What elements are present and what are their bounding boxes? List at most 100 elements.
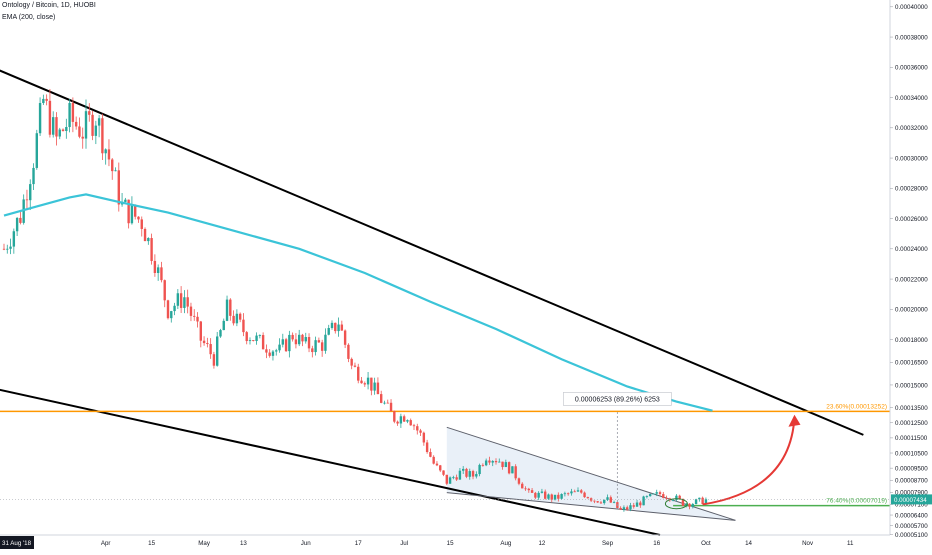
fib-level-label-0: 23.60%(0.00013252) [826,403,887,410]
candle-body [662,494,665,498]
candle-body [166,300,170,319]
candle-body [540,491,544,493]
candle-body [298,334,301,345]
candle-body [340,324,344,331]
candle-body [271,351,275,356]
x-tick-label: 15 [148,540,155,547]
y-tick-label: 0.00015000 [895,382,928,389]
candle-body [15,217,19,232]
candle-body [645,496,649,497]
candle-body [38,103,42,134]
candle-body [586,497,590,499]
candle-body [563,493,567,495]
candle-body [343,330,347,345]
triangle-bottom-line [446,492,736,521]
candle-body [639,502,642,506]
candle-body [652,493,655,495]
candle-body [216,336,219,366]
y-tick-label: 0.00040000 [895,4,928,11]
candle-body [320,342,324,351]
candle-body [366,377,370,385]
ema-200-line [3,193,713,412]
candle-body [71,103,75,122]
candle-body [130,204,134,224]
candle-body [432,456,435,464]
candle-body [294,339,298,345]
candle-body [622,507,626,510]
candle-body [458,470,462,480]
candle-body [176,293,180,306]
candle-body [114,170,117,172]
candle-body [265,349,268,353]
x-tick-label: May [198,540,211,547]
candle-body [330,322,334,328]
candle-body [219,330,222,337]
candle-body [448,477,452,484]
candle-body [143,228,147,242]
candle-body [153,260,157,273]
candle-body [648,493,652,497]
candle-body [179,293,183,308]
candle-body [501,461,504,468]
candle-body [455,477,458,480]
candle-body [88,111,91,115]
y-tick-label: 0.00036000 [895,65,928,72]
candle-body [478,464,481,475]
candle-body [124,199,127,202]
candle-body [655,492,658,494]
candle-body [48,100,52,135]
x-tick-label: Nov [802,540,814,547]
candle-body [245,332,248,342]
y-tick-label: 0.00034000 [895,95,928,102]
candle-body [422,432,426,443]
measure-label-box [563,392,672,406]
candle-body [74,121,78,127]
candle-body [583,492,586,498]
candle-body [94,125,98,136]
y-tick-label: 0.00016500 [895,360,928,367]
candle-body [566,493,570,495]
candle-body [527,488,530,491]
candle-body [81,136,84,139]
candle-body [481,464,485,466]
candle-body [573,491,576,493]
candle-body [626,507,629,510]
x-tick-label: 12 [538,540,545,547]
candle-body [360,380,363,384]
y-tick-label: 0.00010500 [895,450,928,457]
candle-body [376,382,380,395]
current-price-value: 0.00007434 [894,497,927,504]
candle-body [521,483,524,489]
candle-body [694,499,698,505]
candle-body [291,334,294,340]
candle-body [127,199,130,224]
candle-body [186,297,189,307]
candle-body [701,497,704,505]
candle-body [317,340,321,343]
candle-body [25,199,29,201]
y-tick-label: 0.00007900 [895,490,928,497]
candle-body [704,499,708,505]
candle-body [612,502,616,503]
x-tick-label: 13 [240,540,247,547]
candle-body [576,490,580,492]
x-tick-label: 14 [745,540,752,547]
candle-body [537,492,540,498]
candle-body [593,500,596,502]
x-tick-label: Jun [301,540,312,547]
candle-body [101,118,104,154]
candle-body [494,461,498,463]
candle-body [255,335,258,342]
candle-body [685,503,688,506]
y-tick-label: 0.00009500 [895,465,928,472]
candle-body [232,315,235,324]
candle-body [288,334,291,352]
candle-body [222,320,225,331]
candle-body [609,497,612,503]
candle-body [68,103,71,128]
candle-body [45,98,48,101]
candle-body [229,299,232,316]
candle-body [370,377,373,391]
chart-title: Ontology / Bitcoin, 1D, HUOBI [2,2,96,9]
